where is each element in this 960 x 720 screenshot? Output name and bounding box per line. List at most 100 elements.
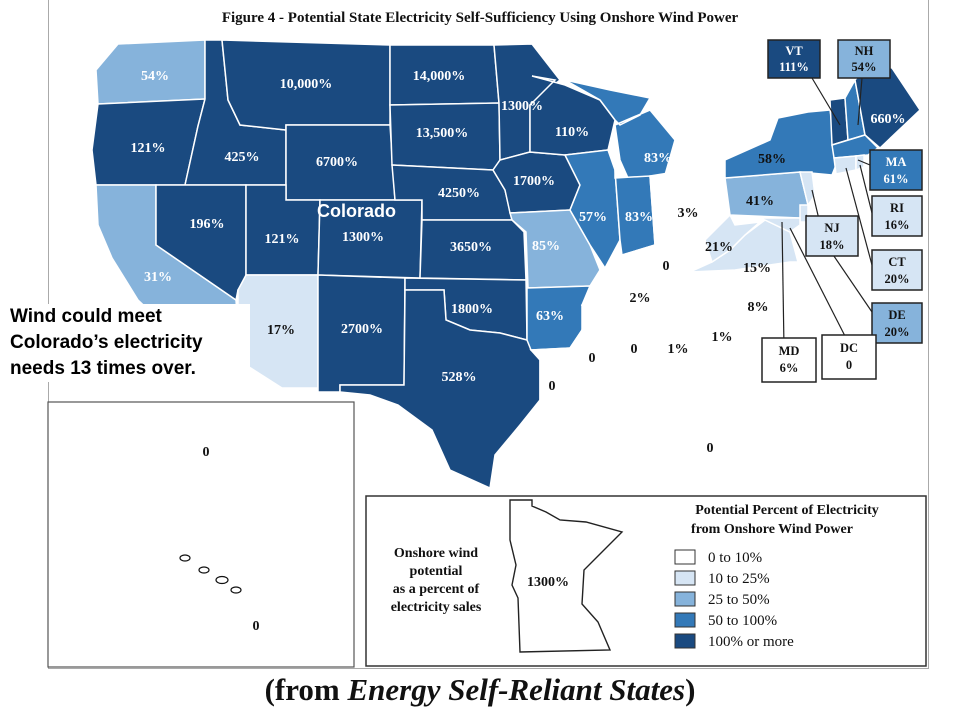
inset-value: 1300% bbox=[527, 575, 569, 590]
svg-text:DC: DC bbox=[840, 341, 858, 355]
label-mt: 10,000% bbox=[280, 77, 333, 92]
label-me: 660% bbox=[871, 112, 906, 127]
label-mn: 1300% bbox=[501, 99, 543, 114]
label-az: 17% bbox=[267, 323, 295, 338]
label-ca: 31% bbox=[144, 270, 172, 285]
source-prefix: (from bbox=[264, 672, 348, 707]
label-sc: 1% bbox=[712, 330, 733, 345]
inset-caption-line-3: as a percent of bbox=[393, 582, 480, 597]
label-ne: 4250% bbox=[438, 186, 480, 201]
label-ok: 1800% bbox=[451, 302, 493, 317]
state-kansas bbox=[419, 219, 527, 281]
box-de: DE 20% bbox=[871, 302, 923, 344]
svg-text:RI: RI bbox=[890, 201, 904, 215]
state-new-jersey bbox=[799, 171, 816, 207]
svg-text:6%: 6% bbox=[780, 361, 799, 375]
small-state-boxes: VT 111% NH 54% MA 61% RI 16% CT 20% DE 2… bbox=[761, 39, 923, 383]
label-wy: 6700% bbox=[316, 155, 358, 170]
state-hawaii bbox=[239, 599, 269, 643]
label-hi: 0 bbox=[253, 619, 260, 634]
side-note: Wind could meet Colorado’s electricity n… bbox=[10, 304, 250, 382]
inset-caption-line-1: Onshore wind bbox=[394, 546, 478, 561]
colorado-callout: Colorado bbox=[317, 201, 396, 221]
label-tn: 2% bbox=[630, 291, 651, 306]
legend-label-3: 25 to 50% bbox=[708, 592, 770, 608]
svg-text:61%: 61% bbox=[884, 172, 909, 186]
state-new-york bbox=[724, 109, 839, 179]
box-ma: MA 61% bbox=[869, 149, 923, 191]
label-nc: 8% bbox=[748, 300, 769, 315]
legend-swatch-2 bbox=[674, 570, 696, 586]
label-va: 15% bbox=[743, 261, 771, 276]
state-texas bbox=[339, 289, 541, 490]
side-note-line-3: needs 13 times over. bbox=[10, 358, 196, 379]
legend-label-5: 100% or more bbox=[708, 634, 794, 650]
label-mo: 85% bbox=[532, 239, 560, 254]
state-alabama bbox=[614, 299, 669, 391]
label-fl: 0 bbox=[707, 441, 714, 456]
label-al: 0 bbox=[631, 342, 638, 357]
side-note-line-1: Wind could meet bbox=[10, 306, 162, 327]
box-dc: DC 0 bbox=[821, 334, 877, 380]
label-in: 83% bbox=[625, 210, 653, 225]
alaska-hawaii-inset bbox=[47, 401, 355, 668]
inset-caption-line-4: electricity sales bbox=[391, 600, 482, 615]
svg-text:VT: VT bbox=[785, 44, 803, 58]
label-mi: 83% bbox=[644, 151, 672, 166]
svg-text:MD: MD bbox=[779, 344, 800, 358]
figure-title: Figure 4 - Potential State Electricity S… bbox=[221, 10, 739, 26]
legend-title-line-1: Potential Percent of Electricity bbox=[695, 503, 879, 518]
box-md: MD 6% bbox=[761, 337, 817, 383]
svg-text:CT: CT bbox=[888, 255, 906, 269]
box-ct: CT 20% bbox=[871, 249, 923, 291]
box-nh: NH 54% bbox=[837, 39, 891, 79]
label-wa: 54% bbox=[141, 69, 169, 84]
box-vt: VT 111% bbox=[767, 39, 821, 79]
legend-swatch-5 bbox=[674, 633, 696, 649]
legend-swatch-4 bbox=[674, 612, 696, 628]
label-nd: 14,000% bbox=[413, 69, 466, 84]
label-ak: 0 bbox=[203, 445, 210, 460]
state-connecticut bbox=[833, 155, 857, 175]
svg-text:NH: NH bbox=[855, 44, 874, 58]
hawaii-islands bbox=[179, 554, 269, 643]
svg-text:NJ: NJ bbox=[824, 221, 839, 235]
label-ga: 1% bbox=[668, 342, 689, 357]
states bbox=[91, 39, 921, 490]
inset-caption-line-2: potential bbox=[410, 564, 463, 579]
svg-text:0: 0 bbox=[846, 358, 852, 372]
label-sd: 13,500% bbox=[416, 126, 469, 141]
svg-text:111%: 111% bbox=[779, 60, 809, 74]
state-labels: 54% 121% 31% 425% 196% 121% 17% 10,000% … bbox=[131, 69, 906, 634]
source-suffix: ) bbox=[685, 672, 696, 707]
legend-items: 0 to 10% 10 to 25% 25 to 50% 50 to 100% … bbox=[674, 549, 794, 650]
svg-text:18%: 18% bbox=[820, 238, 845, 252]
state-florida bbox=[614, 387, 736, 482]
legend-label-1: 0 to 10% bbox=[708, 550, 762, 566]
state-west-virginia bbox=[704, 213, 763, 264]
svg-text:DE: DE bbox=[888, 308, 905, 322]
legend-title-line-2: from Onshore Wind Power bbox=[691, 522, 853, 537]
minnesota-inset-shape bbox=[509, 499, 624, 653]
label-or: 121% bbox=[131, 141, 166, 156]
box-ri: RI 16% bbox=[871, 195, 923, 237]
label-ia: 1700% bbox=[513, 174, 555, 189]
legend-frame bbox=[365, 495, 927, 667]
label-tx: 528% bbox=[442, 370, 477, 385]
label-ut: 121% bbox=[265, 232, 300, 247]
label-ny: 58% bbox=[758, 152, 786, 167]
legend-label-2: 10 to 25% bbox=[708, 571, 770, 587]
legend: Potential Percent of Electricity from On… bbox=[365, 495, 927, 667]
label-ar: 63% bbox=[536, 309, 564, 324]
label-ky: 0 bbox=[663, 259, 670, 274]
legend-swatch-1 bbox=[674, 549, 696, 565]
label-oh: 3% bbox=[678, 206, 699, 221]
svg-text:20%: 20% bbox=[885, 325, 910, 339]
svg-text:16%: 16% bbox=[885, 218, 910, 232]
label-ks: 3650% bbox=[450, 240, 492, 255]
source-citation: (from Energy Self-Reliant States) bbox=[0, 672, 960, 708]
svg-text:54%: 54% bbox=[852, 60, 877, 74]
label-co: 1300% bbox=[342, 230, 384, 245]
box-nj: NJ 18% bbox=[805, 215, 859, 257]
